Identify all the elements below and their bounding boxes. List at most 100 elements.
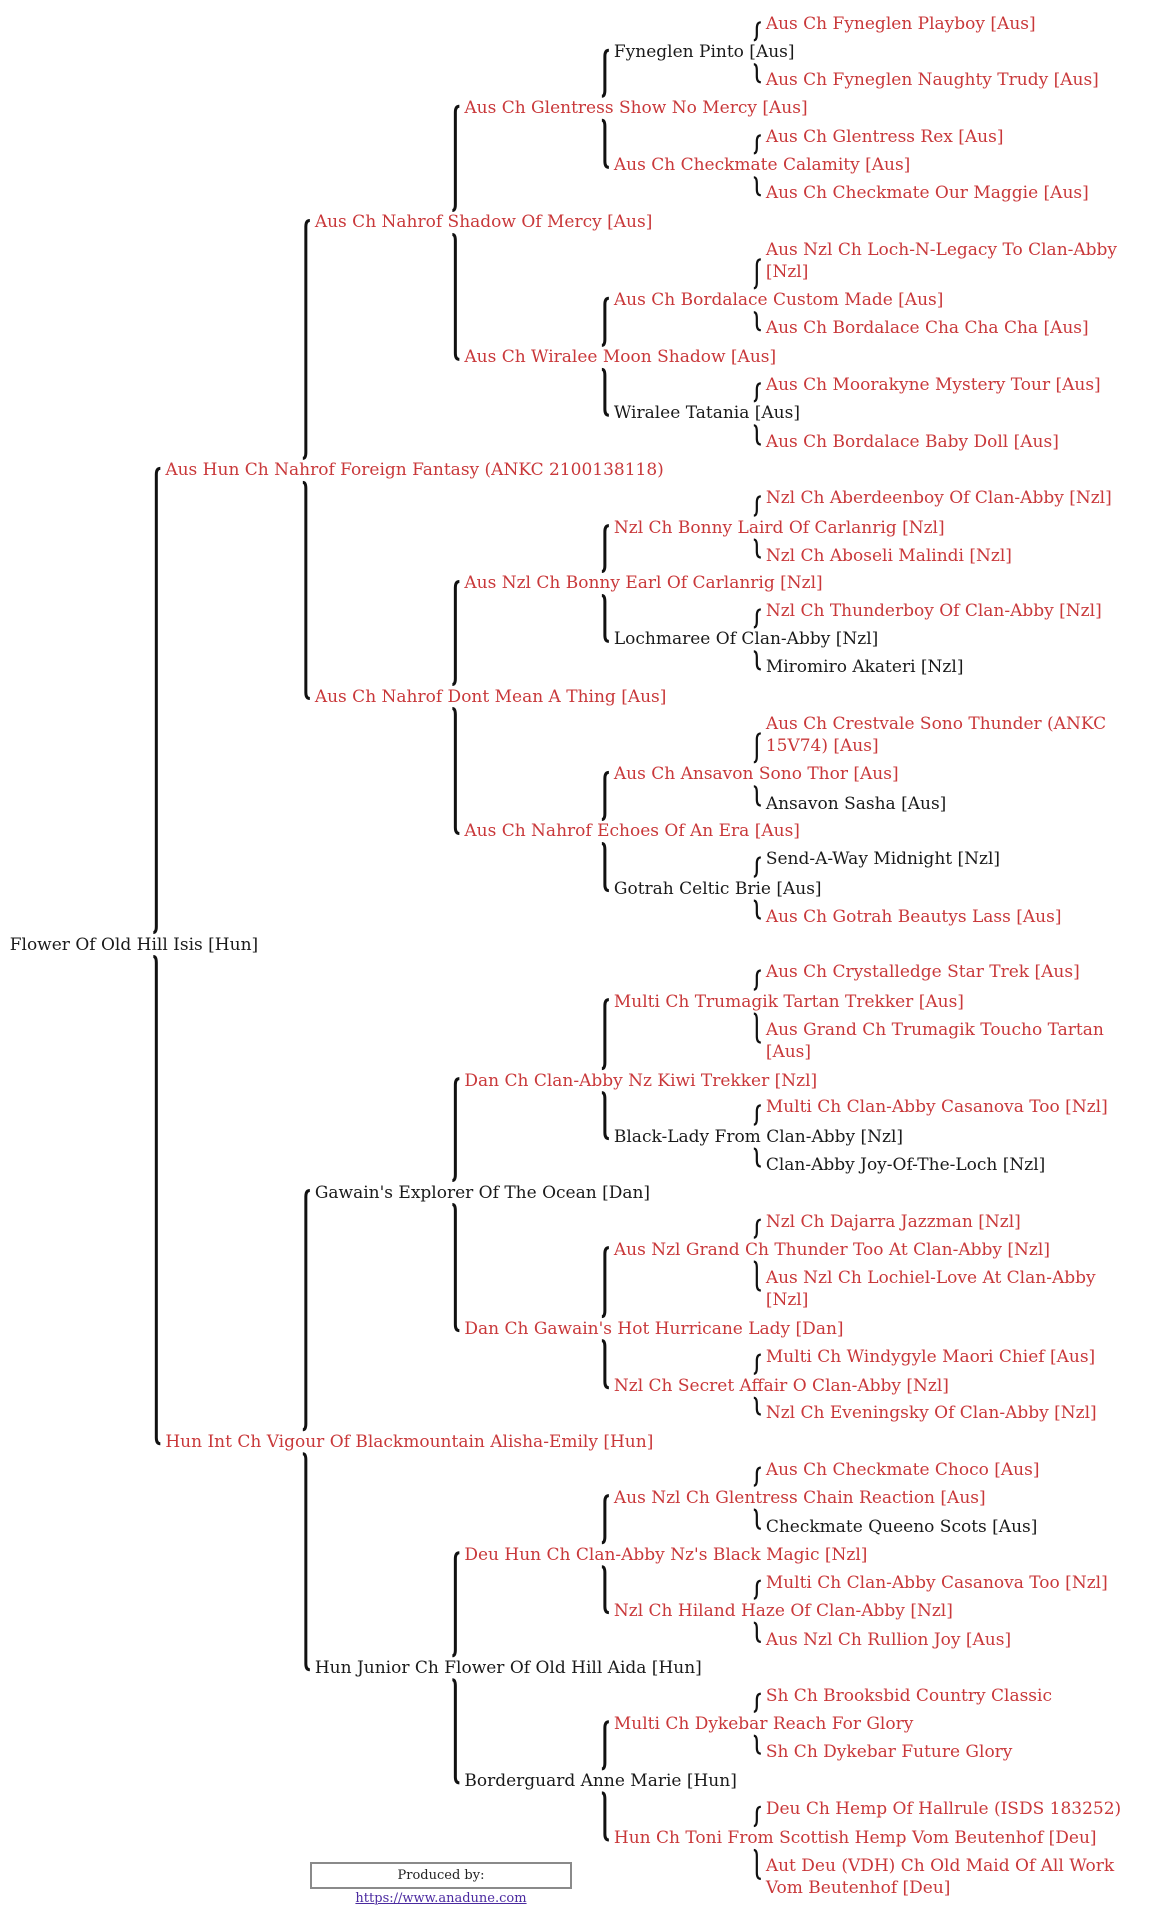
bracket-line (601, 118, 610, 169)
pedigree-entry-gen5: Aus Ch Checkmate Choco [Aus] (765, 1459, 1040, 1480)
pedigree-entry-gen5: Sh Ch Brooksbid Country Classic (765, 1685, 1052, 1706)
pedigree-entry-gen5: Aus Ch Gotrah Beautys Lass [Aus] (765, 906, 1062, 927)
pedigree-entry-gen4: Black-Lady From Clan-Abby [Nzl] (613, 1126, 904, 1147)
pedigree-entry-gen5: Aus Ch Crystalledge Star Trek [Aus] (765, 962, 1080, 983)
pedigree-entry-gen5: Miromiro Akateri [Nzl] (765, 657, 964, 678)
pedigree-entry-gen5: Nzl Ch Eveningsky Of Clan-Abby [Nzl] (765, 1402, 1097, 1423)
pedigree-entry-gen4: Aus Ch Bordalace Custom Made [Aus] (613, 290, 944, 311)
pedigree-entry-gen4: Multi Ch Dykebar Reach For Glory (613, 1713, 914, 1734)
bracket-line (302, 1452, 310, 1672)
bracket-line (753, 424, 761, 446)
bracket-line (753, 1396, 761, 1416)
bracket-line (452, 232, 460, 361)
pedigree-entry-gen5: Aus Ch Moorakyne Mystery Tour [Aus] (765, 375, 1101, 396)
bracket-line (753, 1734, 761, 1755)
bracket-line (753, 732, 761, 764)
bracket-line (601, 48, 610, 98)
bracket-line (753, 1621, 761, 1643)
bracket-line (753, 176, 761, 197)
bracket-line (452, 1077, 460, 1182)
pedigree-entry-gen2: Hun Junior Ch Flower Of Old Hill Aida [H… (314, 1657, 702, 1678)
bracket-line (452, 1551, 460, 1658)
bracket-line (601, 1494, 610, 1545)
bracket-line (153, 466, 161, 935)
bracket-line (753, 856, 761, 878)
bracket-line (753, 495, 761, 517)
bracket-line (753, 538, 761, 559)
pedigree-entry-gen5: Aut Deu (VDH) Ch Old Maid Of All Work Vo… (765, 1855, 1115, 1898)
bracket-line (753, 1508, 761, 1530)
pedigree-entry-gen4: Aus Nzl Grand Ch Thunder Too At Clan-Abb… (613, 1239, 1050, 1260)
bracket-line (753, 1579, 761, 1600)
bracket-line (753, 63, 761, 84)
bracket-line (753, 1260, 761, 1292)
bracket-line (601, 1791, 610, 1842)
pedigree-entry-gen5: Nzl Ch Thunderboy Of Clan-Abby [Nzl] (765, 601, 1102, 622)
pedigree-entry-gen4: Lochmaree Of Clan-Abby [Nzl] (613, 629, 879, 650)
bracket-line (753, 1353, 761, 1375)
pedigree-entry-gen5: Checkmate Queeno Scots [Aus] (765, 1516, 1038, 1537)
pedigree-entry-gen3: Borderguard Anne Marie [Hun] (464, 1770, 737, 1791)
pedigree-entry-gen4: Aus Nzl Ch Glentress Chain Reaction [Aus… (613, 1487, 986, 1508)
bracket-line (753, 21, 761, 42)
pedigree-entry-gen5: Aus Ch Crestvale Sono Thunder (ANKC 15V7… (765, 714, 1107, 757)
bracket-line (753, 785, 761, 807)
pedigree-entry-gen2: Gawain's Explorer Of The Ocean [Dan] (314, 1182, 651, 1203)
bracket-line (601, 1091, 610, 1141)
pedigree-entry-gen5: Multi Ch Windygyle Maori Chief [Aus] (765, 1346, 1096, 1367)
pedigree-entry-gen5: Nzl Ch Aboseli Malindi [Nzl] (765, 545, 1012, 566)
bracket-line (753, 608, 761, 629)
pedigree-entry-gen4: Nzl Ch Secret Affair O Clan-Abby [Nzl] (613, 1375, 949, 1396)
bracket-line (753, 1012, 761, 1044)
pedigree-entry-gen4: Nzl Ch Bonny Laird Of Carlanrig [Nzl] (613, 517, 945, 538)
bracket-line (601, 841, 610, 893)
anadune-link[interactable]: https://www.anadune.com (355, 1891, 527, 1906)
pedigree-entry-gen3: Dan Ch Clan-Abby Nz Kiwi Trekker [Nzl] (464, 1070, 818, 1091)
bracket-line (753, 311, 761, 332)
pedigree-entry-gen5: Aus Ch Checkmate Our Maggie [Aus] (765, 183, 1089, 204)
pedigree-entry-gen5: Aus Ch Bordalace Baby Doll [Aus] (765, 432, 1059, 453)
pedigree-entry-gen3: Aus Ch Nahrof Echoes Of An Era [Aus] (464, 821, 800, 842)
pedigree-entry-gen5: Send-A-Way Midnight [Nzl] (765, 849, 1001, 870)
pedigree-entry-gen5: Aus Ch Fyneglen Playboy [Aus] (765, 14, 1036, 35)
pedigree-entry-gen3: Dan Ch Gawain's Hot Hurricane Lady [Dan] (464, 1318, 844, 1339)
pedigree-entry-gen4: Wiralee Tatania [Aus] (613, 403, 800, 424)
pedigree-entry-gen5: Aus Nzl Ch Loch-N-Legacy To Clan-Abby [N… (765, 240, 1118, 283)
pedigree-entry-gen5: Multi Ch Clan-Abby Casanova Too [Nzl] (765, 1572, 1108, 1593)
bracket-line (601, 1565, 610, 1615)
pedigree-entry-gen5: Multi Ch Clan-Abby Casanova Too [Nzl] (765, 1097, 1108, 1118)
bracket-line (753, 1466, 761, 1487)
bracket-line (601, 524, 610, 573)
produced-by-label: Produced by: (397, 1868, 485, 1883)
bracket-line (753, 899, 761, 920)
pedigree-entry-gen5: Aus Ch Fyneglen Naughty Trudy [Aus] (765, 70, 1099, 91)
bracket-line (753, 134, 761, 155)
pedigree-entry-gen5: Aus Nzl Ch Lochiel-Love At Clan-Abby [Nz… (765, 1267, 1096, 1310)
bracket-line (753, 969, 761, 991)
pedigree-entry-gen5: Aus Ch Glentress Rex [Aus] (765, 127, 1004, 148)
pedigree-entry-gen5: Sh Ch Dykebar Future Glory (765, 1741, 1013, 1762)
bracket-line (601, 998, 610, 1071)
bracket-line (452, 104, 460, 212)
pedigree-entry-gen5: Aus Nzl Ch Rullion Joy [Aus] (765, 1629, 1012, 1650)
pedigree-entry-gen4: Fyneglen Pinto [Aus] (613, 42, 795, 63)
pedigree-entry-gen5: Ansavon Sasha [Aus] (765, 793, 947, 814)
pedigree-entry-gen2: Aus Ch Nahrof Shadow Of Mercy [Aus] (314, 212, 653, 233)
bracket-line (753, 1104, 761, 1126)
pedigree-entry-gen5: Nzl Ch Aberdeenboy Of Clan-Abby [Nzl] (765, 488, 1112, 509)
bracket-line (753, 1692, 761, 1713)
pedigree-entry-gen3: Aus Ch Wiralee Moon Shadow [Aus] (464, 347, 777, 368)
pedigree-entry-gen4: Aus Ch Ansavon Sono Thor [Aus] (613, 764, 899, 785)
pedigree-entry-gen4: Gotrah Celtic Brie [Aus] (613, 878, 822, 899)
pedigree-entry-gen3: Aus Nzl Ch Bonny Earl Of Carlanrig [Nzl] (464, 573, 823, 594)
bracket-line (753, 650, 761, 671)
pedigree-entry-gen5: Clan-Abby Joy-Of-The-Loch [Nzl] (765, 1154, 1046, 1175)
pedigree-entry-gen3: Aus Ch Glentress Show No Mercy [Aus] (464, 98, 808, 119)
bracket-line (753, 1147, 761, 1168)
bracket-line (302, 218, 310, 460)
bracket-line (601, 1246, 610, 1319)
bracket-line (753, 1848, 761, 1880)
pedigree-entry-gen5: Aus Ch Bordalace Cha Cha Cha [Aus] (765, 318, 1089, 339)
pedigree-entry-gen5: Deu Ch Hemp Of Hallrule (ISDS 183252) (765, 1798, 1122, 1819)
